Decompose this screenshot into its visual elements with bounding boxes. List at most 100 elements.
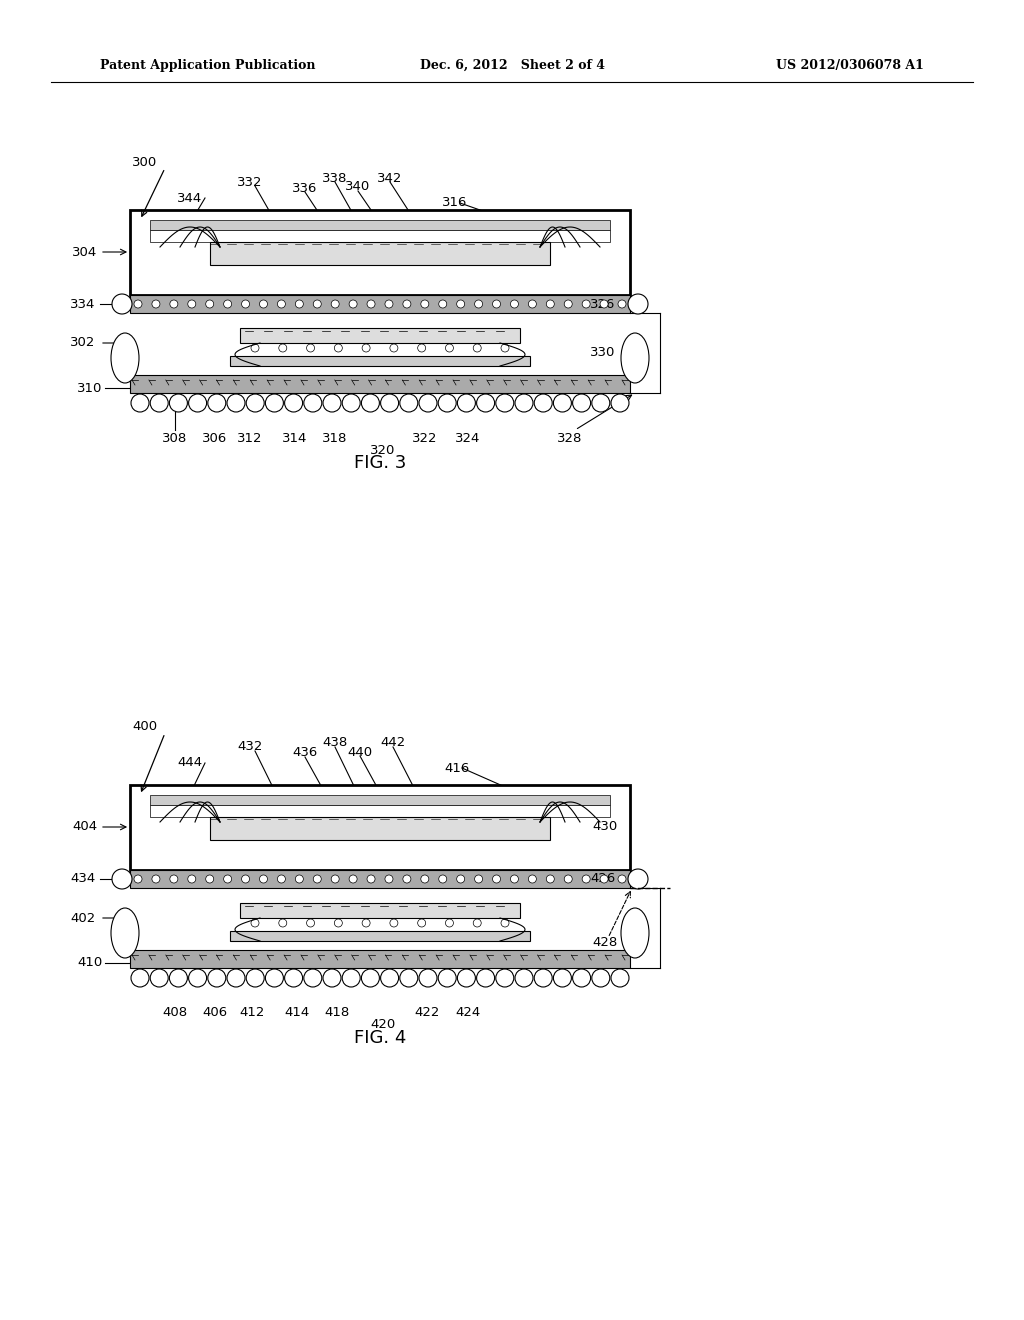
Circle shape — [493, 875, 501, 883]
Text: 308: 308 — [163, 432, 187, 445]
Text: Patent Application Publication: Patent Application Publication — [100, 58, 315, 71]
Circle shape — [496, 969, 514, 987]
Circle shape — [419, 393, 437, 412]
Circle shape — [600, 300, 608, 308]
Circle shape — [323, 393, 341, 412]
Text: 426: 426 — [590, 873, 615, 886]
Text: 432: 432 — [238, 741, 263, 754]
Circle shape — [611, 969, 629, 987]
Circle shape — [331, 875, 339, 883]
Ellipse shape — [621, 908, 649, 958]
Text: 300: 300 — [132, 156, 158, 169]
Circle shape — [152, 300, 160, 308]
Circle shape — [242, 875, 250, 883]
Circle shape — [361, 393, 380, 412]
Text: 318: 318 — [323, 432, 348, 445]
Text: 400: 400 — [132, 721, 158, 734]
Bar — [130, 785, 630, 870]
Circle shape — [279, 919, 287, 927]
Circle shape — [583, 875, 590, 883]
Circle shape — [361, 969, 380, 987]
Circle shape — [438, 393, 457, 412]
Circle shape — [474, 875, 482, 883]
Text: 302: 302 — [71, 337, 95, 350]
Circle shape — [402, 875, 411, 883]
Circle shape — [515, 969, 534, 987]
Bar — [150, 795, 610, 805]
Text: US 2012/0306078 A1: US 2012/0306078 A1 — [776, 58, 924, 71]
Circle shape — [278, 875, 286, 883]
Circle shape — [304, 969, 322, 987]
Circle shape — [367, 300, 375, 308]
Circle shape — [246, 393, 264, 412]
Circle shape — [528, 300, 537, 308]
Text: 340: 340 — [345, 181, 371, 194]
Circle shape — [251, 919, 259, 927]
Text: FIG. 4: FIG. 4 — [354, 1030, 407, 1047]
Circle shape — [438, 875, 446, 883]
Circle shape — [367, 875, 375, 883]
Circle shape — [583, 300, 590, 308]
Circle shape — [457, 875, 465, 883]
Circle shape — [306, 345, 314, 352]
Circle shape — [259, 300, 267, 308]
Bar — [230, 931, 530, 941]
Text: 438: 438 — [323, 737, 347, 750]
Circle shape — [496, 393, 514, 412]
Circle shape — [564, 300, 572, 308]
Circle shape — [285, 969, 303, 987]
Text: 306: 306 — [203, 432, 227, 445]
Text: 434: 434 — [71, 873, 95, 886]
Circle shape — [306, 919, 314, 927]
Circle shape — [362, 345, 370, 352]
Circle shape — [278, 300, 286, 308]
Circle shape — [628, 294, 648, 314]
Text: 320: 320 — [371, 444, 395, 457]
Circle shape — [134, 875, 142, 883]
Text: 444: 444 — [177, 756, 203, 770]
Circle shape — [390, 345, 398, 352]
Circle shape — [535, 969, 552, 987]
Ellipse shape — [111, 333, 139, 383]
Text: 420: 420 — [371, 1019, 395, 1031]
Circle shape — [546, 300, 554, 308]
Circle shape — [572, 969, 591, 987]
Text: 414: 414 — [285, 1006, 309, 1019]
Circle shape — [152, 875, 160, 883]
Circle shape — [169, 393, 187, 412]
Circle shape — [493, 300, 501, 308]
Text: 422: 422 — [415, 1006, 439, 1019]
Text: 312: 312 — [238, 432, 263, 445]
Text: 304: 304 — [73, 246, 97, 259]
Text: 322: 322 — [413, 432, 437, 445]
Circle shape — [112, 294, 132, 314]
Circle shape — [418, 345, 426, 352]
Text: 316: 316 — [442, 197, 468, 210]
Circle shape — [246, 969, 264, 987]
Circle shape — [206, 875, 214, 883]
Circle shape — [313, 875, 322, 883]
Circle shape — [528, 875, 537, 883]
Circle shape — [170, 875, 178, 883]
Text: 408: 408 — [163, 1006, 187, 1019]
Circle shape — [251, 345, 259, 352]
Circle shape — [187, 300, 196, 308]
Text: 428: 428 — [592, 936, 617, 949]
Circle shape — [445, 345, 454, 352]
Bar — [210, 242, 550, 265]
Circle shape — [421, 875, 429, 883]
Bar — [240, 903, 520, 917]
Circle shape — [131, 393, 150, 412]
Circle shape — [323, 969, 341, 987]
Bar — [130, 294, 630, 313]
Circle shape — [227, 393, 245, 412]
Circle shape — [419, 969, 437, 987]
Circle shape — [265, 969, 284, 987]
Circle shape — [458, 393, 475, 412]
Circle shape — [501, 345, 509, 352]
Circle shape — [381, 969, 398, 987]
Text: 336: 336 — [292, 181, 317, 194]
Text: FIG. 3: FIG. 3 — [354, 454, 407, 473]
Circle shape — [385, 300, 393, 308]
Text: 332: 332 — [238, 176, 263, 189]
